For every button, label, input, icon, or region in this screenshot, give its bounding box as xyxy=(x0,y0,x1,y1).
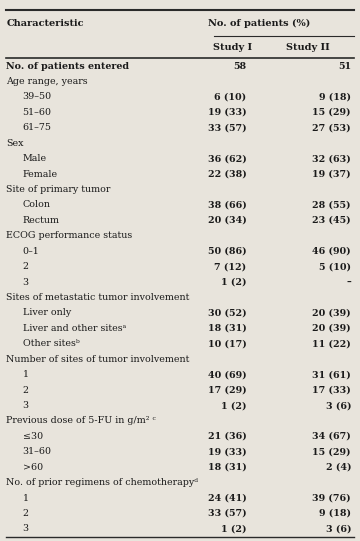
Text: 36 (62): 36 (62) xyxy=(208,154,247,163)
Text: 20 (39): 20 (39) xyxy=(312,324,351,333)
Text: 50 (86): 50 (86) xyxy=(208,247,247,256)
Text: 17 (29): 17 (29) xyxy=(208,386,247,394)
Text: 2: 2 xyxy=(23,509,29,518)
Text: 2: 2 xyxy=(23,262,29,271)
Text: 2 (4): 2 (4) xyxy=(325,463,351,472)
Text: ECOG performance status: ECOG performance status xyxy=(6,232,133,240)
Text: Colon: Colon xyxy=(23,201,51,209)
Text: 28 (55): 28 (55) xyxy=(312,201,351,209)
Text: 1 (2): 1 (2) xyxy=(221,401,247,410)
Text: Study I: Study I xyxy=(213,43,252,52)
Text: Age range, years: Age range, years xyxy=(6,77,88,86)
Text: 39 (76): 39 (76) xyxy=(312,493,351,503)
Text: No. of prior regimens of chemotherapyᵈ: No. of prior regimens of chemotherapyᵈ xyxy=(6,478,198,487)
Text: 23 (45): 23 (45) xyxy=(312,216,351,225)
Text: 38 (66): 38 (66) xyxy=(208,201,247,209)
Text: Site of primary tumor: Site of primary tumor xyxy=(6,185,111,194)
Text: 7 (12): 7 (12) xyxy=(215,262,247,271)
Text: 19 (33): 19 (33) xyxy=(208,108,247,117)
Text: 9 (18): 9 (18) xyxy=(319,509,351,518)
Text: 30 (52): 30 (52) xyxy=(208,308,247,318)
Text: Study II: Study II xyxy=(286,43,330,52)
Text: 31–60: 31–60 xyxy=(23,447,52,456)
Text: 1: 1 xyxy=(23,493,29,503)
Text: 1: 1 xyxy=(23,370,29,379)
Text: 0–1: 0–1 xyxy=(23,247,40,256)
Text: 39–50: 39–50 xyxy=(23,93,52,102)
Text: 51–60: 51–60 xyxy=(23,108,52,117)
Text: 33 (57): 33 (57) xyxy=(208,509,247,518)
Text: 1 (2): 1 (2) xyxy=(221,524,247,533)
Text: >60: >60 xyxy=(23,463,43,472)
Text: 40 (69): 40 (69) xyxy=(208,370,247,379)
Text: 10 (17): 10 (17) xyxy=(208,339,247,348)
Text: 27 (53): 27 (53) xyxy=(312,123,351,133)
Text: 18 (31): 18 (31) xyxy=(208,463,247,472)
Text: 20 (39): 20 (39) xyxy=(312,308,351,318)
Text: ≤30: ≤30 xyxy=(23,432,43,441)
Text: 21 (36): 21 (36) xyxy=(208,432,247,441)
Text: No. of patients entered: No. of patients entered xyxy=(6,62,130,71)
Text: 19 (37): 19 (37) xyxy=(312,170,351,179)
Text: 6 (10): 6 (10) xyxy=(215,93,247,102)
Text: 58: 58 xyxy=(234,62,247,71)
Text: 1 (2): 1 (2) xyxy=(221,278,247,287)
Text: 61–75: 61–75 xyxy=(23,123,52,133)
Text: Characteristic: Characteristic xyxy=(6,19,84,28)
Text: 32 (63): 32 (63) xyxy=(312,154,351,163)
Text: 11 (22): 11 (22) xyxy=(312,339,351,348)
Text: 5 (10): 5 (10) xyxy=(319,262,351,271)
Text: Other sitesᵇ: Other sitesᵇ xyxy=(23,339,80,348)
Text: –: – xyxy=(346,278,351,287)
Text: Liver only: Liver only xyxy=(23,308,71,318)
Text: 15 (29): 15 (29) xyxy=(312,108,351,117)
Text: 18 (31): 18 (31) xyxy=(208,324,247,333)
Text: 3: 3 xyxy=(23,278,29,287)
Text: 3 (6): 3 (6) xyxy=(325,401,351,410)
Text: Male: Male xyxy=(23,154,47,163)
Text: 9 (18): 9 (18) xyxy=(319,93,351,102)
Text: 46 (90): 46 (90) xyxy=(312,247,351,256)
Text: 31 (61): 31 (61) xyxy=(312,370,351,379)
Text: Sites of metastatic tumor involvement: Sites of metastatic tumor involvement xyxy=(6,293,190,302)
Text: 3 (6): 3 (6) xyxy=(325,524,351,533)
Text: 20 (34): 20 (34) xyxy=(208,216,247,225)
Text: 33 (57): 33 (57) xyxy=(208,123,247,133)
Text: 2: 2 xyxy=(23,386,29,394)
Text: Liver and other sitesᵃ: Liver and other sitesᵃ xyxy=(23,324,126,333)
Text: Female: Female xyxy=(23,170,58,179)
Text: 34 (67): 34 (67) xyxy=(312,432,351,441)
Text: Sex: Sex xyxy=(6,139,24,148)
Text: 3: 3 xyxy=(23,524,29,533)
Text: Rectum: Rectum xyxy=(23,216,60,225)
Text: 51: 51 xyxy=(338,62,351,71)
Text: 17 (33): 17 (33) xyxy=(312,386,351,394)
Text: 15 (29): 15 (29) xyxy=(312,447,351,456)
Text: No. of patients (%): No. of patients (%) xyxy=(208,19,310,28)
Text: 22 (38): 22 (38) xyxy=(208,170,247,179)
Text: 3: 3 xyxy=(23,401,29,410)
Text: 19 (33): 19 (33) xyxy=(208,447,247,456)
Text: Previous dose of 5-FU in g/m² ᶜ: Previous dose of 5-FU in g/m² ᶜ xyxy=(6,417,156,425)
Text: 24 (41): 24 (41) xyxy=(208,493,247,503)
Text: Number of sites of tumor involvement: Number of sites of tumor involvement xyxy=(6,355,190,364)
